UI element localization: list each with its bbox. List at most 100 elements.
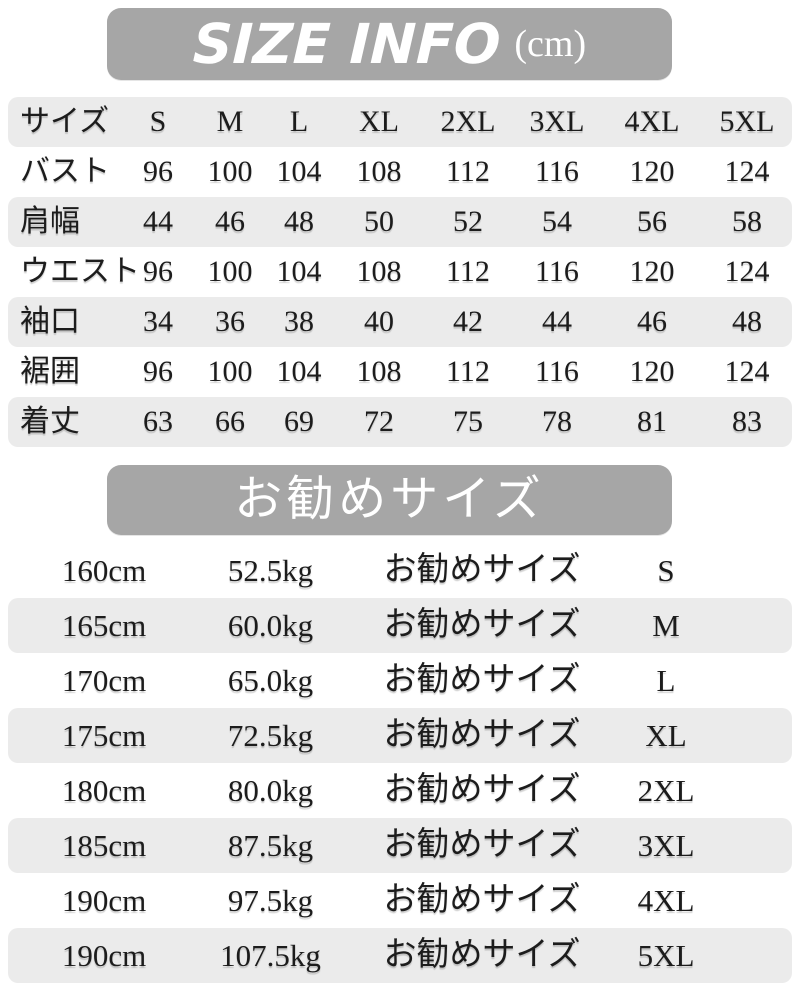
cell: 104 <box>276 155 322 188</box>
recommend-label: お勧めサイズ <box>383 827 581 863</box>
cell: 124 <box>724 255 770 288</box>
column-header-xl: XL <box>359 105 399 138</box>
column-header-3xl: 3XL <box>529 105 585 138</box>
cell: 81 <box>637 405 667 438</box>
column-header-2xl: 2XL <box>440 105 496 138</box>
cell: 124 <box>724 355 770 388</box>
weight-cell: 52.5kg <box>227 553 314 588</box>
cell: 36 <box>215 305 245 338</box>
cell: 83 <box>732 405 762 438</box>
recommend-row: 185cm 87.5kg お勧めサイズ 3XL <box>8 818 792 873</box>
cell: 104 <box>276 255 322 288</box>
recommend-label: お勧めサイズ <box>383 607 581 643</box>
column-header-s: S <box>149 105 167 138</box>
cell: 40 <box>364 305 394 338</box>
cell: 42 <box>453 305 483 338</box>
height-cell: 160cm <box>61 553 147 588</box>
row-label: ウエスト <box>20 255 140 288</box>
recommend-label: お勧めサイズ <box>383 772 581 808</box>
cell: 44 <box>143 205 173 238</box>
cell: 69 <box>284 405 314 438</box>
recommend-label: お勧めサイズ <box>383 552 581 588</box>
table-row-hem: 裾囲 96 100 104 108 112 116 120 124 <box>8 347 792 397</box>
cell: 66 <box>215 405 245 438</box>
recommend-banner-title: お勧めサイズ <box>234 473 545 526</box>
cell: 52 <box>453 205 483 238</box>
weight-cell: 80.0kg <box>227 773 314 808</box>
cell: 116 <box>535 255 579 288</box>
weight-cell: 97.5kg <box>227 883 314 918</box>
cell: 63 <box>143 405 173 438</box>
height-cell: 190cm <box>61 883 147 918</box>
height-cell: 165cm <box>61 608 147 643</box>
cell: 58 <box>732 205 762 238</box>
recommend-size-banner: お勧めサイズ <box>107 465 672 535</box>
cell: 46 <box>215 205 245 238</box>
table-row-bust: バスト 96 100 104 108 112 116 120 124 <box>8 147 792 197</box>
recommend-label: お勧めサイズ <box>383 717 581 753</box>
cell: 46 <box>637 305 667 338</box>
table-row-shoulder: 肩幅 44 46 48 50 52 54 56 58 <box>8 197 792 247</box>
cell: 50 <box>364 205 394 238</box>
cell: 96 <box>143 255 173 288</box>
cell: 120 <box>629 155 675 188</box>
weight-cell: 65.0kg <box>227 663 314 698</box>
height-cell: 185cm <box>61 828 147 863</box>
size-cell: 5XL <box>637 938 695 973</box>
recommend-row: 190cm 107.5kg お勧めサイズ 5XL <box>8 928 792 983</box>
cell: 112 <box>446 255 490 288</box>
size-unit-label: (cm) <box>514 23 587 65</box>
cell: 38 <box>284 305 314 338</box>
size-info-banner: SIZE INFO (cm) <box>107 8 672 80</box>
cell: 100 <box>207 155 253 188</box>
cell: 108 <box>356 155 402 188</box>
size-cell: 3XL <box>637 828 695 863</box>
table-row-cuff: 袖口 34 36 38 40 42 44 46 48 <box>8 297 792 347</box>
size-cell: 2XL <box>637 773 695 808</box>
cell: 56 <box>637 205 667 238</box>
row-label: 肩幅 <box>20 205 80 238</box>
column-header-size: サイズ <box>20 105 110 138</box>
height-cell: 180cm <box>61 773 147 808</box>
cell: 78 <box>542 405 572 438</box>
cell: 116 <box>535 155 579 188</box>
size-cell: M <box>652 608 680 643</box>
cell: 72 <box>364 405 394 438</box>
cell: 112 <box>446 355 490 388</box>
cell: 120 <box>629 255 675 288</box>
cell: 75 <box>453 405 483 438</box>
row-label: バスト <box>20 155 110 188</box>
column-header-4xl: 4XL <box>624 105 680 138</box>
recommend-row: 175cm 72.5kg お勧めサイズ XL <box>8 708 792 763</box>
size-cell: L <box>656 663 676 698</box>
weight-cell: 107.5kg <box>220 938 321 973</box>
cell: 112 <box>446 155 490 188</box>
recommend-label: お勧めサイズ <box>383 882 581 918</box>
size-table: サイズ S M L XL 2XL 3XL 4XL 5XL バスト 96 100 … <box>8 97 792 447</box>
row-label: 袖口 <box>20 305 80 338</box>
recommend-row: 165cm 60.0kg お勧めサイズ M <box>8 598 792 653</box>
cell: 48 <box>732 305 762 338</box>
recommend-row: 170cm 65.0kg お勧めサイズ L <box>8 653 792 708</box>
height-cell: 175cm <box>61 718 147 753</box>
cell: 104 <box>276 355 322 388</box>
row-label: 裾囲 <box>20 355 80 388</box>
cell: 96 <box>143 155 173 188</box>
recommend-row: 160cm 52.5kg お勧めサイズ S <box>8 543 792 598</box>
size-cell: XL <box>645 718 687 753</box>
cell: 44 <box>542 305 572 338</box>
cell: 116 <box>535 355 579 388</box>
column-header-5xl: 5XL <box>719 105 775 138</box>
recommend-table: 160cm 52.5kg お勧めサイズ S 165cm 60.0kg お勧めサイ… <box>8 543 792 983</box>
recommend-label: お勧めサイズ <box>383 937 581 973</box>
weight-cell: 60.0kg <box>227 608 314 643</box>
size-info-title: SIZE INFO <box>191 11 502 76</box>
cell: 108 <box>356 355 402 388</box>
cell: 34 <box>143 305 173 338</box>
cell: 48 <box>284 205 314 238</box>
cell: 108 <box>356 255 402 288</box>
height-cell: 170cm <box>61 663 147 698</box>
cell: 96 <box>143 355 173 388</box>
row-label: 着丈 <box>20 405 80 438</box>
table-row-waist: ウエスト 96 100 104 108 112 116 120 124 <box>8 247 792 297</box>
